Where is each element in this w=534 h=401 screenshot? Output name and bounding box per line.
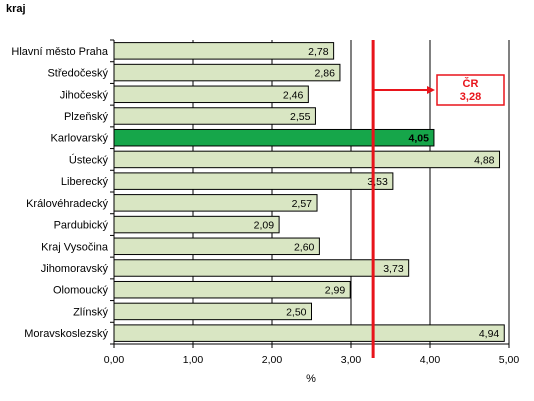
x-axis: 0,00 1,00 2,00 3,00 4,00 5,00 xyxy=(104,39,520,366)
value-labels: 2,78 2,86 2,46 2,55 4,05 4,88 3,53 2,57 2,09 2,60… xyxy=(254,46,500,340)
value-label: 2,99 xyxy=(325,285,346,297)
bars xyxy=(113,42,505,342)
category-label: Středočeský xyxy=(47,68,108,80)
x-tick-label: 0,00 xyxy=(104,354,125,366)
category-label: Moravskoslezský xyxy=(24,328,108,340)
x-tick-label: 5,00 xyxy=(499,354,520,366)
value-label: 2,60 xyxy=(294,241,315,253)
bar xyxy=(113,237,320,256)
category-label: Liberecký xyxy=(61,176,109,188)
category-label: Pardubický xyxy=(54,220,109,232)
bar xyxy=(113,324,505,342)
value-label: 2,50 xyxy=(286,306,307,318)
bar xyxy=(113,172,394,190)
category-label: Jihomoravský xyxy=(41,263,109,275)
x-tick-label: 1,00 xyxy=(183,354,204,366)
category-label: Olomoucký xyxy=(53,285,109,297)
value-label: 4,05 xyxy=(409,133,430,145)
reference-value: 3,28 xyxy=(460,91,481,103)
value-label: 2,78 xyxy=(308,46,329,58)
value-label: 2,55 xyxy=(290,111,311,123)
reference-label: ČR xyxy=(463,77,479,90)
x-tick-label: 4,00 xyxy=(420,354,441,366)
value-label: 2,86 xyxy=(315,68,336,80)
value-label: 3,73 xyxy=(383,263,404,275)
bar xyxy=(113,42,335,60)
reference-callout-box xyxy=(436,74,505,106)
category-label: Zlínský xyxy=(73,306,108,318)
reference-line-group: ČR3,28 xyxy=(371,40,505,358)
bar xyxy=(113,194,318,212)
category-label: Ústecký xyxy=(69,153,109,166)
bar xyxy=(113,85,309,104)
category-label: Karlovarský xyxy=(51,133,109,145)
category-label: Královéhradecký xyxy=(26,198,108,210)
bar xyxy=(113,63,341,82)
bar xyxy=(113,259,410,277)
value-label: 3,53 xyxy=(367,176,388,188)
category-label: Hlavní město Praha xyxy=(11,46,108,58)
x-axis-title: % xyxy=(306,373,316,385)
category-labels: Hlavní město Praha Středočeský Jihočeský Pl… xyxy=(11,46,108,340)
value-label: 2,46 xyxy=(283,89,304,101)
value-label: 4,94 xyxy=(479,328,500,340)
bar xyxy=(113,107,316,125)
value-label: 2,57 xyxy=(292,198,313,210)
category-label: Kraj Vysočina xyxy=(41,241,109,253)
value-label: 4,88 xyxy=(474,154,495,166)
x-tick-label: 2,00 xyxy=(262,354,283,366)
x-tick-label: 3,00 xyxy=(341,354,362,366)
value-label: 2,09 xyxy=(254,220,275,232)
arrow-head-icon xyxy=(427,86,435,94)
bar xyxy=(113,280,351,299)
category-label: Jihočeský xyxy=(60,89,109,101)
chart-header: kraj xyxy=(6,3,26,15)
bar xyxy=(113,150,501,169)
bar xyxy=(113,128,435,147)
bar xyxy=(113,302,312,321)
category-label: Plzeňský xyxy=(64,111,109,123)
